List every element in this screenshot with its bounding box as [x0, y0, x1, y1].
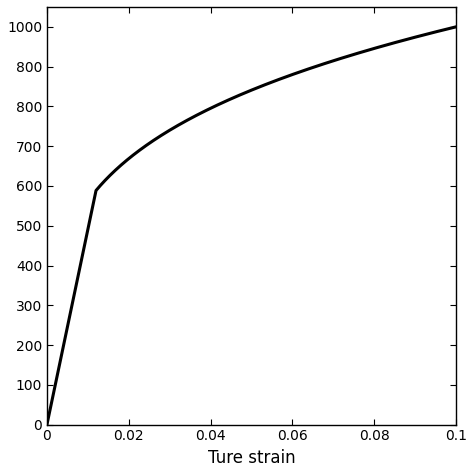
X-axis label: Ture strain: Ture strain: [208, 449, 295, 467]
